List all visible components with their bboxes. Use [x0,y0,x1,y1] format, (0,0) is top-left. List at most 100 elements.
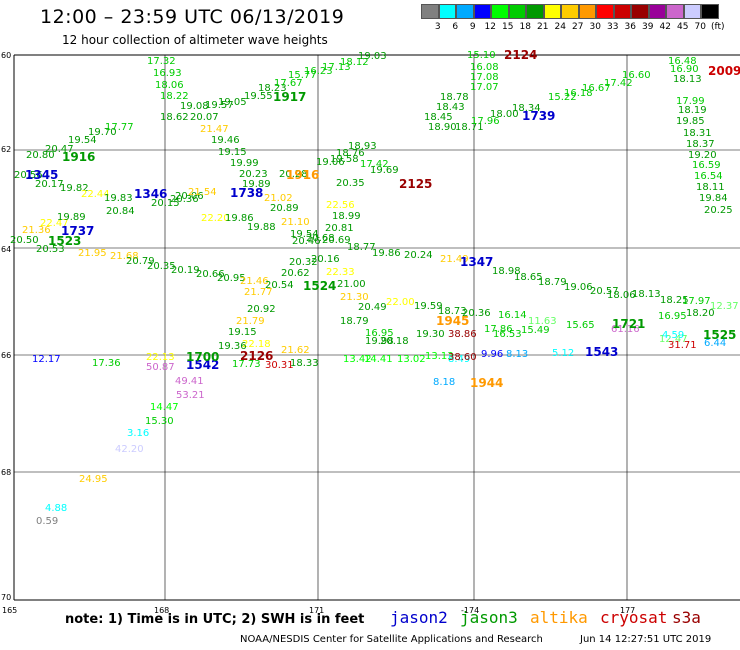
wave-height-value: 38.86 [448,329,477,340]
wave-height-value: 17.42 [360,159,389,170]
generated-timestamp: Jun 14 12:27:51 UTC 2019 [580,634,712,645]
wave-height-value: 19.36 [218,341,247,352]
wave-height-value: 19.06 [316,157,345,168]
wave-height-value: 20.50 [10,235,39,246]
scale-label: 21 [537,22,549,32]
wave-height-value: 20.69 [322,235,351,246]
wave-height-value: 21.54 [188,187,217,198]
wave-height-value: 18.77 [347,242,376,253]
wave-height-value: 16.67 [582,83,611,94]
wave-height-value: 20.84 [106,206,135,217]
wave-height-value: 18.20 [686,308,715,319]
wave-height-value: 18.37 [686,139,715,150]
wave-height-value: 22.13 [146,352,175,363]
wave-height-value: 17.13 [322,62,351,73]
wave-height-value: 20.06 [175,191,204,202]
page-subtitle: 12 hour collection of altimeter wave hei… [62,33,328,47]
wave-height-value: 17.73 [232,359,261,370]
wave-height-value: 18.00 [490,109,519,120]
wave-height-value: 21.10 [281,217,310,228]
wave-height-value: 18.78 [440,92,469,103]
wave-height-value: 15.30 [145,416,174,427]
pass-time-label: 1739 [522,109,555,123]
wave-height-value: 20.19 [171,265,200,276]
wave-height-value: 61.16 [611,324,640,335]
wave-height-value: 19.82 [60,183,89,194]
wave-height-value: 11.63 [528,316,557,327]
wave-height-value: 18.13 [673,74,702,85]
wave-height-value: 19.15 [218,147,247,158]
pass-time-label: 1721 [612,317,645,331]
scale-swatch [508,4,526,19]
wave-height-value: 18.65 [514,272,543,283]
wave-height-value: 18.93 [348,141,377,152]
wave-height-value: 19.46 [211,135,240,146]
wave-height-value: 16.95 [365,328,394,339]
pass-time-label: 2124 [504,48,537,62]
scale-label: (ft) [710,22,725,32]
wave-height-value: 19.98 [365,336,394,347]
scale-swatch [456,4,474,19]
wave-height-value: 20.81 [325,223,354,234]
longitude-labels: 165 168 171 -174 177 [2,606,635,615]
wave-height-value: 49.41 [175,376,204,387]
wave-height-value: 19.05 [218,97,247,108]
wave-height-value: 17.36 [92,358,121,369]
map-frame [13,54,740,601]
wave-height-value: 17.96 [471,116,500,127]
scale-swatch [613,4,631,19]
pass-time-label: 1525 [703,328,736,342]
wave-height-value: 20.07 [190,112,219,123]
longitude-label: 168 [154,606,169,615]
wave-height-value: 21.47 [200,124,229,135]
wave-height-value: 18.43 [436,102,465,113]
wave-height-value: 20.62 [281,268,310,279]
wave-height-value: 4.88 [45,503,67,514]
scale-swatch [631,4,649,19]
scale-label: 70 [694,22,706,32]
wave-height-value: 20.53 [36,244,65,255]
latitude-label: 60 [1,51,11,60]
wave-height-value: 17.67 [274,78,303,89]
pass-time-label: 1700 [186,350,219,364]
scale-swatch [648,4,666,19]
scale-label: 39 [642,22,654,32]
wave-height-value: 19.86 [372,248,401,259]
scale-swatch [701,4,719,19]
latitude-label: 70 [1,593,11,602]
pass-time-label: 1916 [286,168,319,182]
wave-height-value: 19.58 [330,154,359,165]
wave-height-value: 21.77 [244,287,273,298]
wave-height-value: 16.08 [470,62,499,73]
wave-height-value: 8.13 [506,349,528,360]
wave-height-value: 20.57 [590,286,619,297]
wave-height-value: 17.99 [676,96,705,107]
wave-height-value: 16.18 [564,88,593,99]
wave-height-value: 18.13 [632,289,661,300]
pass-time-label: 1346 [134,187,167,201]
wave-height-value: 12.37 [710,301,739,312]
wave-height-value: 18.99 [332,211,361,222]
wave-height-value: 18.71 [455,122,484,133]
wave-height-value: 20.36 [462,308,491,319]
wave-height-value: 13.13 [425,351,454,362]
wave-height-value: 20.56 [14,170,43,181]
wave-height-value: 19.70 [88,127,117,138]
scale-swatch [683,4,701,19]
scale-label: 6 [452,22,459,32]
wave-height-value: 50.87 [146,362,175,373]
wave-height-value: 8.18 [433,377,455,388]
latitude-label: 64 [1,245,11,254]
wave-height-value: 16.48 [668,56,697,67]
wave-height-value: 17.08 [470,72,499,83]
wave-height-value: 19.89 [242,179,271,190]
wave-height-value: 12.47 [659,334,688,345]
credit-text: NOAA/NESDIS Center for Satellite Applica… [240,634,543,645]
wave-height-value: 22.00 [386,297,415,308]
scale-label: 15 [502,22,514,32]
scale-label: 42 [659,22,671,32]
wave-height-value: 19.89 [57,212,86,223]
wave-height-value: 38.60 [448,352,477,363]
